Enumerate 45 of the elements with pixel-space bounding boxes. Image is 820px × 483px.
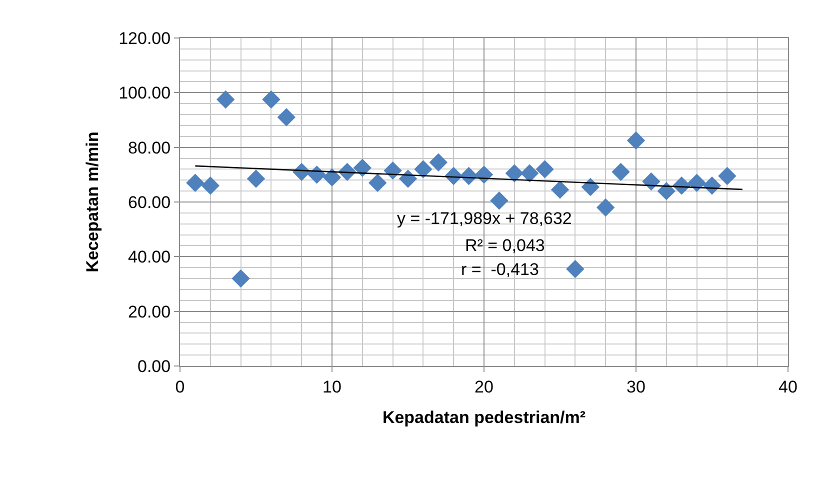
- point: [642, 172, 660, 191]
- y-tick-label: 40.00: [128, 248, 171, 267]
- point: [277, 108, 296, 126]
- x-axis-title: Kepadatan pedestrian/m²: [382, 408, 586, 427]
- point: [186, 174, 204, 192]
- y-tick-label: 60.00: [128, 192, 171, 212]
- point: [657, 182, 676, 200]
- x-tick-label: 20: [474, 377, 494, 396]
- point: [520, 164, 539, 182]
- y-tick-label: 100.00: [118, 84, 171, 103]
- x-tick-label: 30: [626, 377, 646, 396]
- point: [581, 178, 600, 196]
- point: [368, 174, 387, 192]
- point: [308, 166, 326, 184]
- point: [262, 90, 280, 109]
- x-tick-label: 0: [175, 377, 185, 396]
- point: [322, 168, 342, 186]
- point: [414, 160, 432, 178]
- point: [398, 170, 418, 188]
- point: [490, 192, 508, 210]
- point: [216, 90, 235, 109]
- annotation: r = -0,413: [461, 260, 539, 279]
- point: [612, 162, 630, 182]
- point: [536, 160, 554, 178]
- point: [246, 170, 266, 188]
- y-tick-label: 120.00: [118, 28, 171, 48]
- point: [688, 174, 706, 192]
- point: [718, 166, 736, 186]
- annotation: y = -171,989x + 78,632: [397, 209, 572, 228]
- point: [232, 269, 250, 288]
- point: [505, 164, 524, 182]
- y-tick-label: 20.00: [128, 302, 171, 322]
- point: [566, 260, 584, 278]
- y-tick-label: 80.00: [128, 138, 171, 158]
- point: [550, 180, 570, 199]
- x-tick-label: 40: [778, 377, 798, 396]
- point: [429, 153, 448, 172]
- y-tick-label: 0.00: [138, 356, 171, 376]
- point: [596, 198, 615, 217]
- point: [626, 131, 646, 150]
- point: [353, 158, 372, 177]
- x-tick-label: 10: [322, 377, 342, 396]
- point: [201, 176, 220, 195]
- y-axis-title: Kecepatan m/min: [83, 132, 102, 272]
- annotation: R² = 0,043: [465, 236, 545, 255]
